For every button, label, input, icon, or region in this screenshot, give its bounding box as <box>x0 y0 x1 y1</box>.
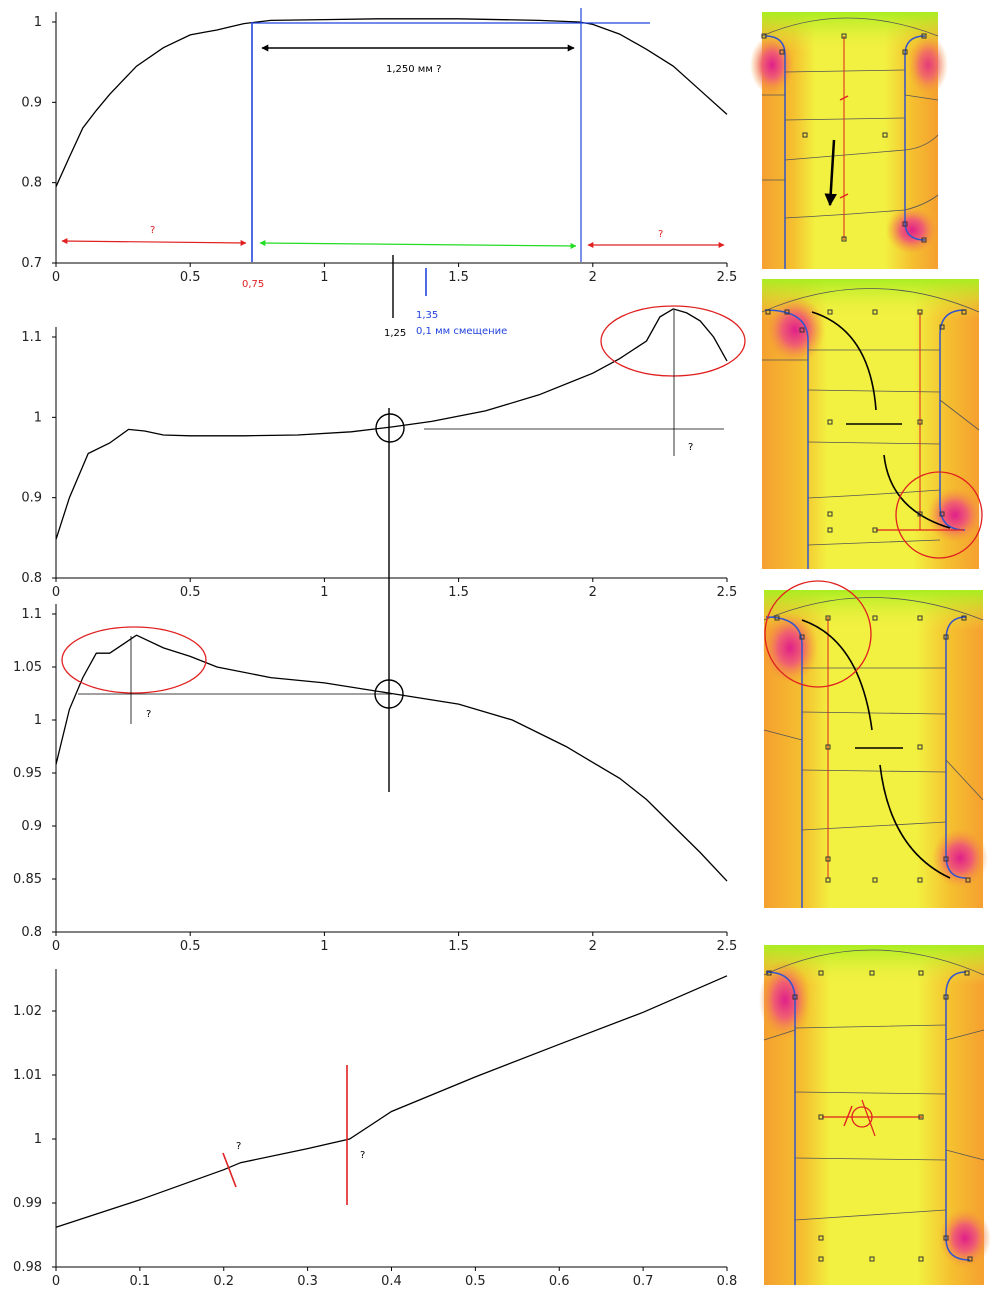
y-tick-label: 0.85 <box>13 872 42 887</box>
y-tick-label: 0.9 <box>21 95 42 110</box>
y-tick-label: 0.98 <box>13 1260 42 1275</box>
y-tick-label: 0.95 <box>13 766 42 781</box>
x-tick-label: 1.5 <box>448 585 469 600</box>
right-zone-label: ? <box>658 229 663 240</box>
x-tick-label: 0.5 <box>465 1274 486 1289</box>
x-tick-label: 2 <box>589 585 597 600</box>
x-tick-label: 1 <box>320 270 328 285</box>
x-135-label: 1,35 <box>416 310 438 321</box>
x-tick-label: 2.5 <box>717 585 738 600</box>
chart-profile-4: 0 0.1 0.2 0.3 0.4 0.5 0.6 0.7 0.8 0.98 0.99 1 1.01 1.… <box>13 969 737 1289</box>
chart-profile-1: 0 0.5 1 1.5 2 2.5 0.7 0.8 0.9 1 1,250 мм ? ? ? 0,… <box>21 8 737 339</box>
y-tick-label: 0.99 <box>13 1196 42 1211</box>
y-tick-label: 1.01 <box>13 1068 42 1083</box>
y-tick-label: 1 <box>34 1132 42 1147</box>
hotspot-circle <box>764 580 872 688</box>
chart-profile-2: 0 0.5 1 1.5 2 2.5 0.8 0.9 1 1.1 ? <box>21 305 746 600</box>
y-tick-label: 1 <box>34 15 42 30</box>
x-tick-label: 0.4 <box>381 1274 402 1289</box>
x-tick-label: 0.3 <box>297 1274 318 1289</box>
chart3-annotations: ? <box>61 626 392 724</box>
y-tick-label: 0.9 <box>21 819 42 834</box>
chart-profile-3: 0 0.5 1 1.5 2 2.5 0.8 0.85 0.9 0.95 1 1.05 1.1 ? <box>13 604 737 954</box>
shift-label: 0,1 мм смещение <box>416 326 507 337</box>
width-label: 1,250 мм ? <box>386 64 441 75</box>
x-tick-label: 0.1 <box>130 1274 151 1289</box>
peak-label: ? <box>688 442 693 453</box>
left-zone-label: ? <box>150 225 155 236</box>
x-tick-label: 0.5 <box>180 939 201 954</box>
red-mark-1 <box>222 1152 237 1188</box>
y-tick-label: 1.05 <box>13 660 42 675</box>
peak-label: ? <box>146 709 151 720</box>
mark2-label: ? <box>360 1150 365 1161</box>
x-tick-label: 0 <box>52 270 60 285</box>
x-tick-label: 2.5 <box>717 939 738 954</box>
y-tick-label: 1 <box>34 713 42 728</box>
series-line-profile-1 <box>55 18 728 187</box>
y-tick-label: 1 <box>34 410 42 425</box>
x-tick-label: 0.6 <box>549 1274 570 1289</box>
x125-connector <box>374 408 405 792</box>
x-tick-label: 0.2 <box>213 1274 234 1289</box>
heatmap-panel-1 <box>750 12 948 269</box>
hotspot-circle <box>895 471 983 559</box>
intersection-circle-lower <box>374 679 404 709</box>
x-125-label: 1,25 <box>384 328 406 339</box>
chart4-annotations: ? ? <box>222 1065 365 1205</box>
mark1-label: ? <box>236 1141 241 1152</box>
x-tick-label: 1 <box>320 585 328 600</box>
x-tick-label: 0.5 <box>180 270 201 285</box>
y-tick-label: 1.02 <box>13 1004 42 1019</box>
y-tick-label: 0.9 <box>21 491 42 506</box>
direction-arrow <box>824 139 837 207</box>
x-tick-label: 1.5 <box>448 270 469 285</box>
series-line-profile-2 <box>55 308 728 540</box>
middle-zone-arrow <box>259 240 577 249</box>
x-tick-label: 2 <box>589 270 597 285</box>
peak-highlight-ellipse <box>61 626 207 694</box>
y-tick-label: 1.1 <box>21 607 42 622</box>
x-tick-label: 0 <box>52 1274 60 1289</box>
x-tick-label: 2.5 <box>717 270 738 285</box>
intersection-circle-upper <box>375 413 405 443</box>
x-tick-label: 0.8 <box>717 1274 738 1289</box>
y-tick-label: 0.8 <box>21 571 42 586</box>
x-tick-label: 0 <box>52 585 60 600</box>
series-line-profile-3 <box>55 634 728 882</box>
y-tick-label: 1.1 <box>21 330 42 345</box>
x-tick-label: 0.7 <box>633 1274 654 1289</box>
y-tick-label: 0.8 <box>21 925 42 940</box>
heatmap-panel-2 <box>761 279 983 569</box>
series-line-profile-4 <box>55 975 728 1228</box>
peak-highlight-ellipse <box>600 305 746 377</box>
chart2-annotations: ? <box>424 305 746 456</box>
left-zone-arrow <box>61 238 247 246</box>
x-tick-label: 0 <box>52 939 60 954</box>
x-tick-label: 2 <box>589 939 597 954</box>
heatmap-panel-4 <box>759 945 991 1285</box>
x-tick-label: 0.5 <box>180 585 201 600</box>
x-tick-label: 1.5 <box>448 939 469 954</box>
heatmap-panel-3 <box>762 580 988 908</box>
x-tick-label: 1 <box>320 939 328 954</box>
x-075-label: 0,75 <box>242 279 264 290</box>
y-tick-label: 0.7 <box>21 256 42 271</box>
y-tick-label: 0.8 <box>21 176 42 191</box>
chart1-annotations: 1,250 мм ? ? ? 0,75 1,25 1,35 0,1 мм сме… <box>61 8 725 339</box>
